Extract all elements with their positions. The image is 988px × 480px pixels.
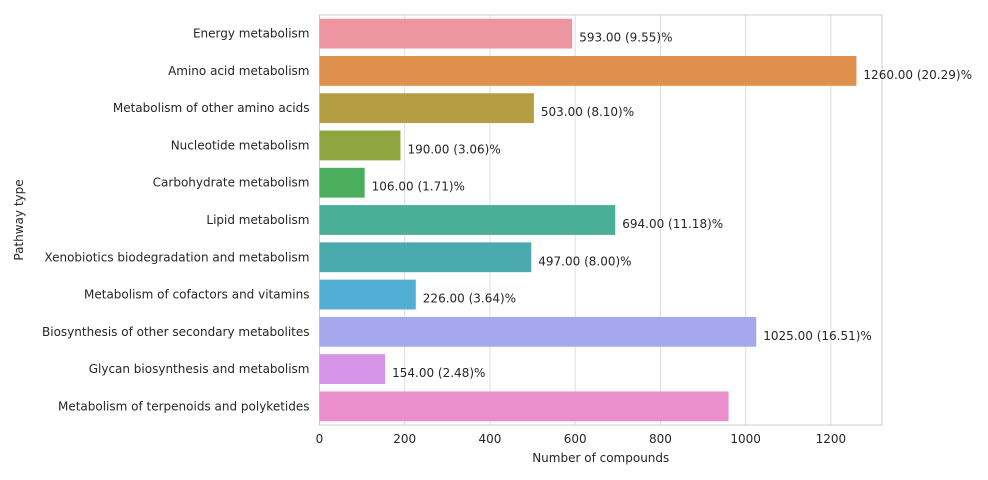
y-tick-label-2: Metabolism of other amino acids [113,101,310,115]
y-tick-label-0: Energy metabolism [193,27,310,41]
bar-7 [319,279,416,310]
x-tick-label-3: 600 [564,432,587,446]
bar-1 [319,56,857,86]
data-label-4: 106.00 (1.71)% [372,180,465,194]
y-tick-label-10: Metabolism of terpenoids and polyketides [58,399,310,413]
y-axis-label: Pathway type [12,179,26,260]
x-tick-label-2: 400 [479,432,502,446]
bar-9 [319,354,386,384]
x-tick-label-0: 0 [316,432,324,446]
data-label-8: 1025.00 (16.51)% [763,329,872,343]
y-tick-label-5: Lipid metabolism [206,213,309,227]
x-tick-labels: 0 200 400 600 800 1000 1200 [316,432,846,446]
x-tick-label-4: 800 [649,432,672,446]
y-tick-label-8: Biosynthesis of other secondary metaboli… [42,325,309,339]
bar-0 [319,18,573,49]
bar-5 [319,205,616,235]
x-tick-label-5: 1000 [730,432,761,446]
x-tick-label-6: 1200 [816,432,847,446]
y-tick-label-6: Xenobiotics biodegradation and metabolis… [44,250,309,264]
y-tick-label-9: Glycan biosynthesis and metabolism [89,362,310,376]
data-labels: 593.00 (9.55)% 1260.00 (20.29)% 503.00 (8.… [372,31,972,380]
data-label-1: 1260.00 (20.29)% [863,68,972,82]
bar-3 [319,130,401,161]
data-label-6: 497.00 (8.00)% [538,254,631,268]
bar-6 [319,242,532,273]
y-tick-labels: Energy metabolism Amino acid metabolism Me… [42,27,309,414]
y-tick-label-3: Nucleotide metabolism [171,138,310,152]
data-label-9: 154.00 (2.48)% [392,366,485,380]
x-axis-label: Number of compounds [532,451,669,465]
x-tick-label-1: 200 [393,432,416,446]
data-label-7: 226.00 (3.64)% [423,292,516,306]
bar-2 [319,93,534,124]
y-tick-label-7: Metabolism of cofactors and vitamins [84,288,310,302]
data-label-3: 190.00 (3.06)% [407,142,500,156]
y-tick-label-4: Carbohydrate metabolism [153,176,310,190]
bar-10 [319,391,729,422]
data-label-2: 503.00 (8.10)% [541,105,634,119]
bar-8 [319,316,757,347]
bar-4 [319,167,365,198]
data-label-0: 593.00 (9.55)% [579,31,672,45]
y-tick-label-1: Amino acid metabolism [168,64,309,78]
bars [319,18,857,422]
data-label-5: 694.00 (11.18)% [622,217,723,231]
